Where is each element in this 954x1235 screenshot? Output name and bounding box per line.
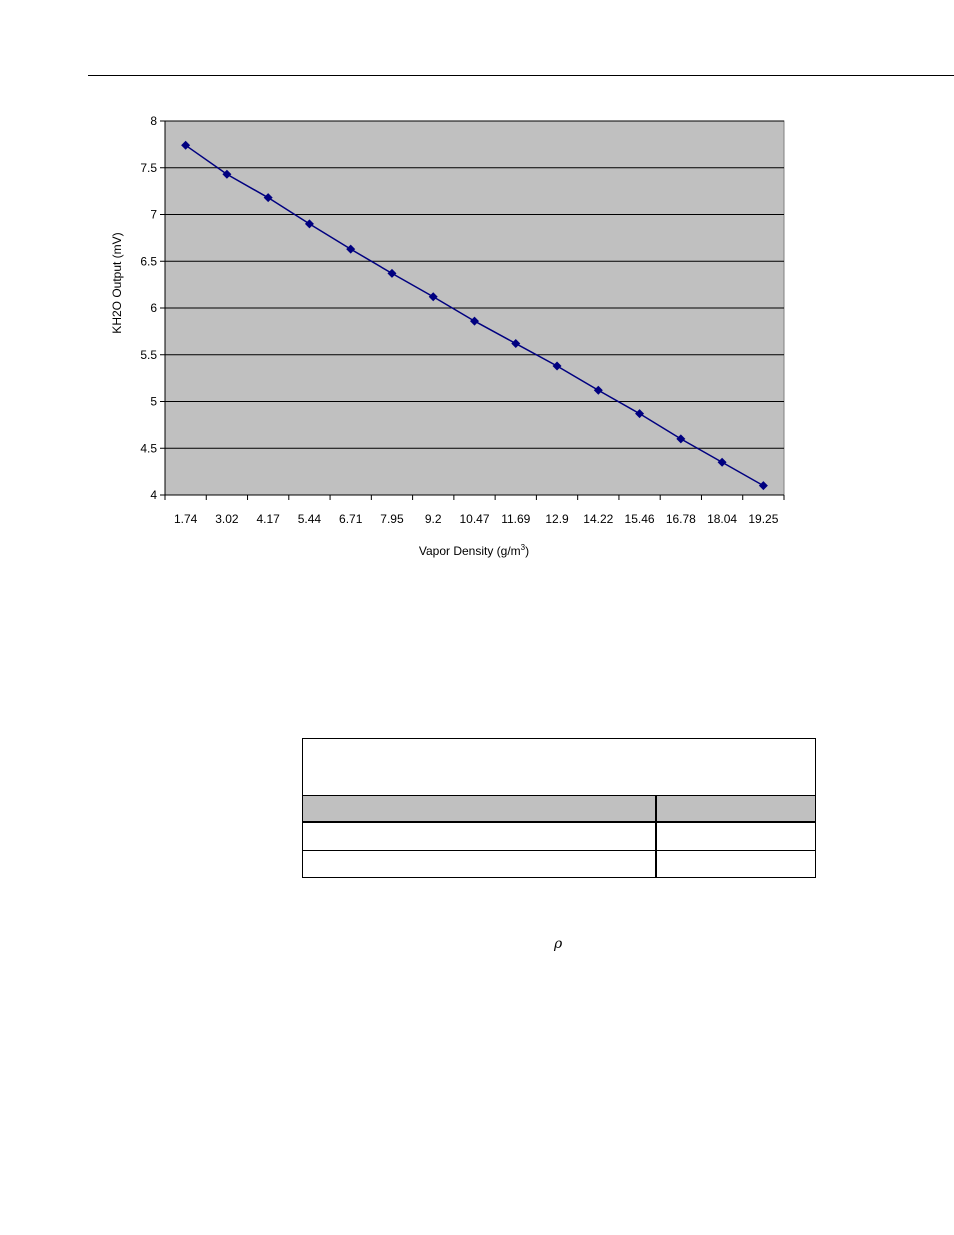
gridlines	[165, 120, 784, 449]
rho-symbol: ρ	[554, 936, 563, 952]
data-point	[758, 481, 768, 491]
y-tick-label: 8	[150, 114, 157, 128]
y-tick-label: 4	[150, 488, 157, 502]
x-tick-label: 19.25	[748, 512, 778, 526]
data-point	[470, 316, 479, 326]
x-tick-label: 10.47	[459, 512, 489, 526]
data-point	[717, 457, 727, 467]
table-column-divider	[655, 795, 657, 878]
data-markers	[181, 140, 768, 491]
y-axis-title: KH2O Output (mV)	[110, 232, 124, 333]
data-point	[346, 244, 356, 254]
data-point	[552, 361, 562, 371]
y-axis-ticks: 4 4.5 5 5.5 6 6.5 7 7.5 8	[140, 114, 166, 502]
table-row	[303, 823, 815, 851]
data-point	[635, 409, 645, 419]
x-tick-label: 9.2	[425, 512, 442, 526]
data-point	[263, 193, 273, 203]
x-tick-label: 6.71	[339, 512, 363, 526]
x-tick-label: 12.9	[545, 512, 569, 526]
x-tick-label: 15.46	[625, 512, 655, 526]
data-point	[428, 292, 438, 302]
x-tick-label: 7.95	[380, 512, 404, 526]
x-tick-label: 18.04	[707, 512, 737, 526]
vapor-density-chart: 4 4.5 5 5.5 6 6.5 7 7.5 8 1.74 3.02 4.17 5.44 6.71 7.…	[110, 114, 785, 558]
x-tick-label: 5.44	[298, 512, 322, 526]
data-point	[387, 268, 397, 278]
header-rule	[88, 75, 954, 76]
table-header-row	[303, 795, 815, 823]
data-point	[676, 434, 686, 444]
x-axis-title: Vapor Density (g/m3)	[419, 543, 529, 558]
y-tick-label: 5.5	[140, 348, 157, 362]
data-point	[593, 385, 603, 395]
y-tick-label: 5	[150, 395, 157, 409]
data-point	[181, 140, 191, 150]
x-tick-label: 16.78	[666, 512, 696, 526]
y-tick-label: 7	[150, 208, 157, 222]
y-tick-label: 6	[150, 301, 157, 315]
data-point	[511, 339, 521, 349]
table-row	[303, 851, 815, 879]
y-tick-label: 7.5	[140, 161, 157, 175]
x-tick-label: 1.74	[174, 512, 198, 526]
x-tick-label: 3.02	[215, 512, 239, 526]
data-table	[302, 738, 816, 878]
x-tick-label: 4.17	[256, 512, 280, 526]
y-tick-label: 6.5	[140, 254, 157, 268]
x-axis-ticks: 1.74 3.02 4.17 5.44 6.71 7.95 9.2 10.47 11.69 12.…	[164, 494, 785, 526]
x-tick-label: 14.22	[583, 512, 613, 526]
data-point	[222, 169, 232, 179]
data-point	[304, 219, 314, 229]
y-tick-label: 4.5	[140, 441, 157, 455]
x-tick-label: 11.69	[501, 512, 530, 526]
